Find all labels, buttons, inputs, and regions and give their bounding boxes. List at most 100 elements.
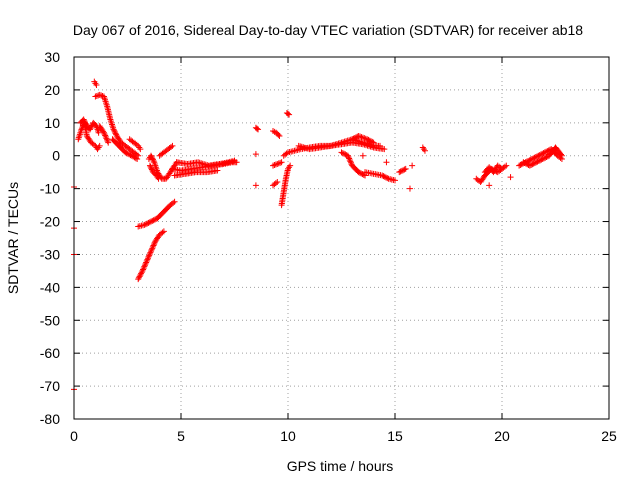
data-point [140, 266, 147, 273]
data-point [528, 156, 535, 163]
data-point [137, 146, 144, 153]
data-point [392, 177, 398, 184]
data-point [346, 156, 353, 163]
data-point [355, 132, 362, 139]
data-point [148, 152, 155, 159]
data-point [141, 263, 148, 270]
data-point [349, 136, 356, 143]
data-point [344, 152, 351, 159]
y-tick-label: -50 [40, 312, 60, 328]
data-point [276, 132, 283, 139]
data-point [151, 241, 158, 248]
data-point [103, 135, 110, 142]
data-point [526, 157, 533, 164]
data-point [274, 179, 281, 186]
data-point [338, 149, 345, 156]
data-point [543, 154, 550, 161]
data-point [355, 169, 362, 176]
data-point [147, 249, 154, 256]
data-point [132, 155, 139, 162]
data-point [143, 258, 150, 265]
data-point [396, 169, 403, 176]
data-point [534, 158, 541, 165]
data-point [558, 151, 565, 158]
data-point [87, 126, 94, 133]
data-point [127, 152, 134, 159]
data-point [530, 160, 537, 167]
data-point [149, 245, 156, 252]
data-point [342, 151, 349, 158]
data-point [105, 139, 112, 146]
x-tick-label: 0 [70, 428, 78, 444]
y-tick-label: 20 [44, 82, 60, 98]
x-tick-label: 15 [387, 428, 403, 444]
data-point [503, 162, 510, 169]
data-point [87, 125, 94, 132]
y-tick-label: -70 [40, 378, 60, 394]
y-tick-label: 10 [44, 115, 60, 131]
data-point [541, 149, 548, 156]
data-point [524, 161, 531, 168]
x-tick-label: 10 [280, 428, 296, 444]
data-point [359, 152, 366, 159]
data-point [539, 156, 546, 163]
data-point [285, 110, 291, 117]
data-point [536, 152, 543, 159]
data-point [149, 155, 156, 162]
data-point [111, 129, 118, 136]
data-point [362, 135, 369, 142]
data-point [379, 172, 386, 179]
x-axis-label: GPS time / hours [287, 458, 394, 474]
data-point [397, 168, 404, 175]
data-point [80, 116, 87, 123]
data-point [100, 128, 107, 135]
data-point [102, 132, 109, 139]
data-point [522, 160, 529, 167]
data-point [277, 159, 284, 166]
data-point [93, 81, 100, 88]
x-tick-label: 20 [494, 428, 510, 444]
data-point [346, 155, 353, 162]
data-point [110, 126, 117, 133]
data-point [253, 125, 260, 132]
data-point [148, 246, 155, 253]
data-point [540, 155, 547, 162]
data-point [252, 151, 259, 158]
data-point [143, 259, 150, 266]
data-point [148, 154, 155, 161]
y-tick-label: -60 [40, 345, 60, 361]
data-point [358, 170, 365, 177]
data-point [149, 156, 156, 163]
data-point [370, 139, 377, 146]
data-point [135, 274, 142, 281]
data-point [516, 162, 523, 169]
data-point [155, 175, 162, 182]
data-point [357, 133, 364, 140]
data-point [383, 174, 390, 181]
data-point [252, 182, 259, 189]
data-point [364, 136, 371, 143]
data-point [122, 149, 129, 156]
data-point [88, 123, 95, 130]
data-point [421, 147, 428, 154]
data-point [558, 152, 565, 159]
data-point [527, 156, 534, 163]
data-point [275, 160, 282, 167]
y-tick-label: -10 [40, 181, 60, 197]
data-point [383, 159, 390, 166]
data-point [93, 92, 100, 99]
data-point [136, 273, 143, 280]
data-point [138, 269, 145, 276]
chart-title: Day 067 of 2016, Sidereal Day-to-day VTE… [73, 22, 583, 38]
data-point [144, 256, 151, 263]
data-point [381, 173, 388, 180]
data-point [145, 219, 152, 226]
data-point [539, 150, 546, 157]
data-point [148, 165, 155, 172]
data-point [137, 272, 144, 279]
axis-ticks [73, 56, 610, 420]
data-point [149, 217, 156, 224]
data-point [537, 157, 544, 164]
data-point [400, 167, 407, 174]
